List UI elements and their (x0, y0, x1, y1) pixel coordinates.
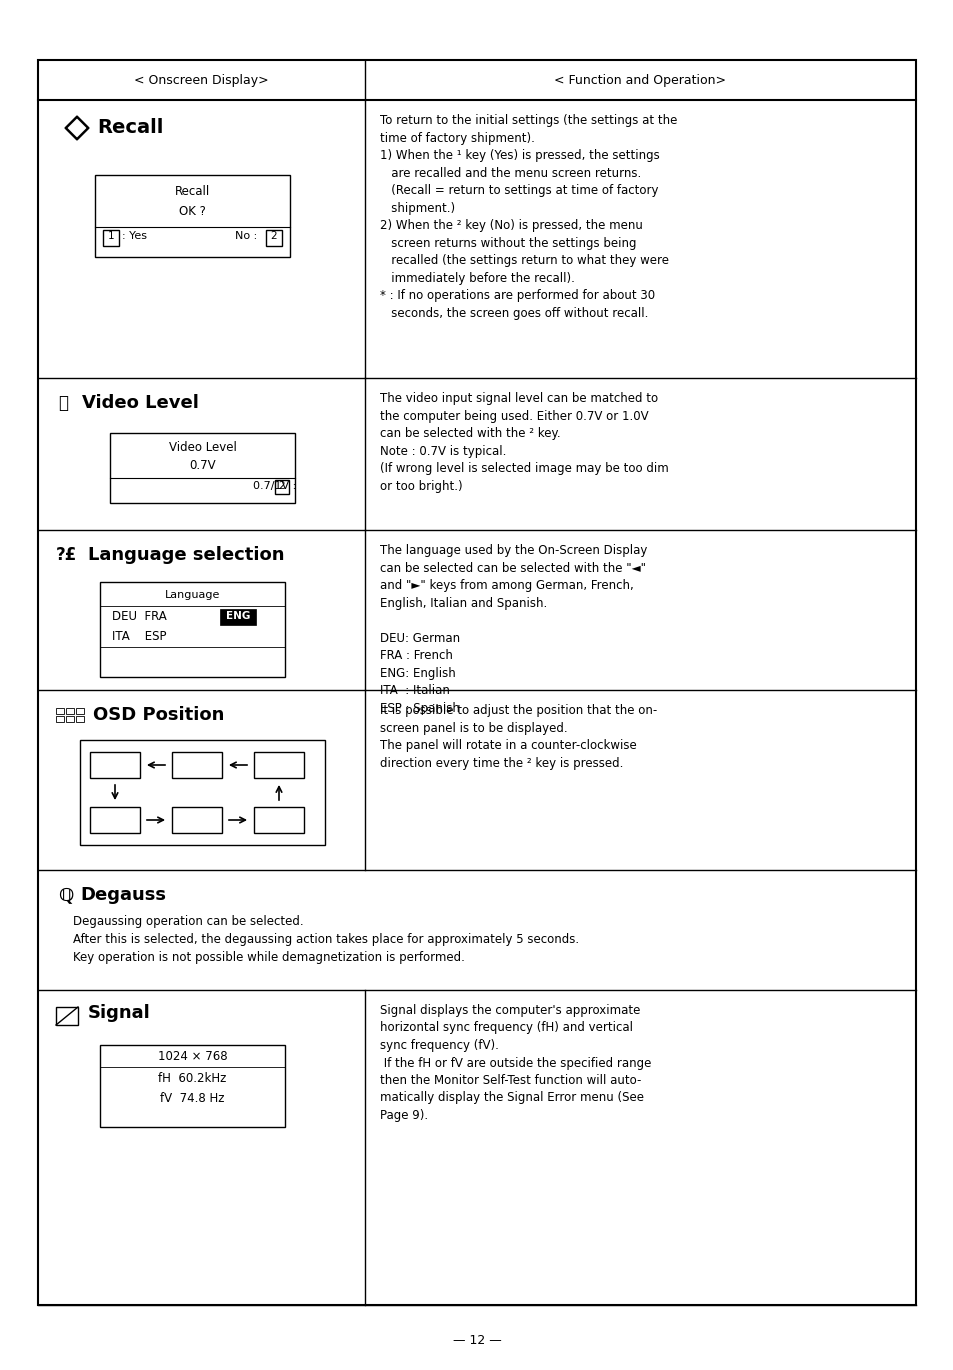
Bar (220, 610, 255, 625)
Bar (90, 807, 140, 833)
Text: ITA    ESP: ITA ESP (112, 630, 167, 643)
Text: Signal: Signal (88, 1004, 151, 1022)
Bar (95, 175, 290, 258)
Text: The language used by the On-Screen Display
can be selected can be selected with : The language used by the On-Screen Displ… (379, 544, 647, 715)
Text: < Function and Operation>: < Function and Operation> (554, 74, 726, 86)
Text: Video Level: Video Level (169, 441, 236, 453)
Text: Video Level: Video Level (82, 395, 198, 412)
Text: fH  60.2kHz: fH 60.2kHz (158, 1071, 227, 1085)
Bar (172, 752, 222, 778)
Text: Language selection: Language selection (88, 547, 284, 564)
Bar (66, 708, 74, 714)
Text: OSD Position: OSD Position (92, 706, 224, 723)
Text: ?£: ?£ (56, 547, 77, 564)
Text: < Onscreen Display>: < Onscreen Display> (134, 74, 269, 86)
Bar (76, 717, 84, 722)
Polygon shape (68, 119, 86, 137)
Text: It is possible to adjust the position that the on-
screen panel is to be display: It is possible to adjust the position th… (379, 704, 657, 770)
Text: To return to the initial settings (the settings at the
time of factory shipment): To return to the initial settings (the s… (379, 114, 677, 319)
Bar (56, 708, 64, 714)
Bar (90, 752, 140, 778)
Text: ENG: ENG (226, 611, 250, 621)
Bar (266, 230, 282, 247)
Text: The video input signal level can be matched to
the computer being used. Either 0: The video input signal level can be matc… (379, 392, 668, 492)
Bar (66, 717, 74, 722)
Bar (56, 1007, 78, 1025)
Text: ℚ: ℚ (58, 886, 73, 904)
Bar (76, 708, 84, 714)
Text: Recall: Recall (97, 118, 163, 137)
Text: ⓧ: ⓧ (58, 395, 68, 412)
Text: : Yes: : Yes (122, 232, 147, 241)
Text: 1024 × 768: 1024 × 768 (157, 1049, 227, 1063)
Text: Recall: Recall (174, 185, 210, 199)
Text: Degaussing operation can be selected.
After this is selected, the degaussing act: Degaussing operation can be selected. Af… (73, 915, 578, 964)
Text: 0.7/1V :: 0.7/1V : (253, 481, 296, 490)
Bar (56, 717, 64, 722)
Text: No :: No : (234, 232, 260, 241)
Bar (103, 230, 119, 247)
Text: DEU  FRA: DEU FRA (112, 610, 167, 623)
Text: Language: Language (165, 590, 220, 600)
Bar (172, 807, 222, 833)
Bar (100, 582, 285, 677)
Text: — 12 —: — 12 — (452, 1333, 501, 1347)
Bar (80, 740, 325, 845)
Text: 1: 1 (108, 232, 114, 241)
Text: 2: 2 (278, 481, 285, 490)
Bar (253, 752, 304, 778)
Bar (110, 433, 294, 503)
Bar (274, 479, 289, 495)
Text: Signal displays the computer's approximate
horizontal sync frequency (fH) and ve: Signal displays the computer's approxima… (379, 1004, 651, 1122)
Text: 2: 2 (271, 232, 277, 241)
Text: 0.7V: 0.7V (189, 459, 215, 473)
Bar (100, 1045, 285, 1128)
Text: OK ?: OK ? (179, 206, 206, 218)
Bar (253, 807, 304, 833)
Text: fV  74.8 Hz: fV 74.8 Hz (160, 1092, 225, 1106)
Text: Degauss: Degauss (80, 886, 166, 904)
Polygon shape (65, 116, 89, 140)
